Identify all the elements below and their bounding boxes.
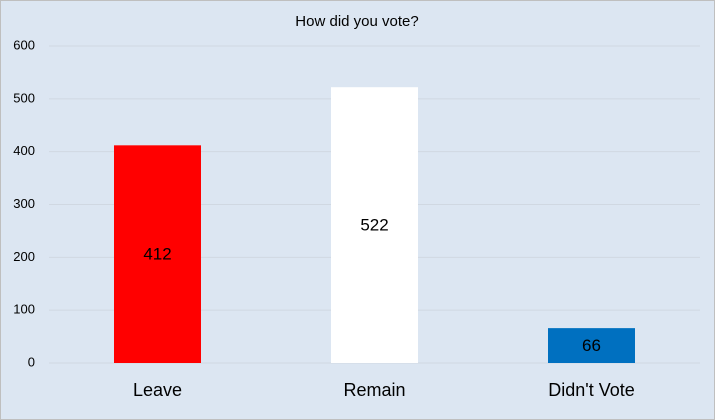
y-tick-label: 0 (28, 354, 35, 369)
y-tick-label: 300 (13, 196, 35, 211)
bar (548, 328, 635, 363)
x-tick-label: Remain (343, 380, 405, 400)
bar (114, 145, 201, 363)
x-tick-label: Leave (133, 380, 182, 400)
x-tick-label: Didn't Vote (548, 380, 635, 400)
y-tick-label: 100 (13, 302, 35, 317)
data-label: 412 (143, 245, 171, 264)
chart-title: How did you vote? (295, 13, 418, 30)
y-tick-label: 600 (13, 37, 35, 52)
y-tick-label: 200 (13, 249, 35, 264)
bar (331, 87, 418, 364)
y-tick-label: 500 (13, 90, 35, 105)
data-label: 522 (360, 216, 388, 235)
data-label: 66 (582, 336, 601, 355)
y-tick-label: 400 (13, 143, 35, 158)
